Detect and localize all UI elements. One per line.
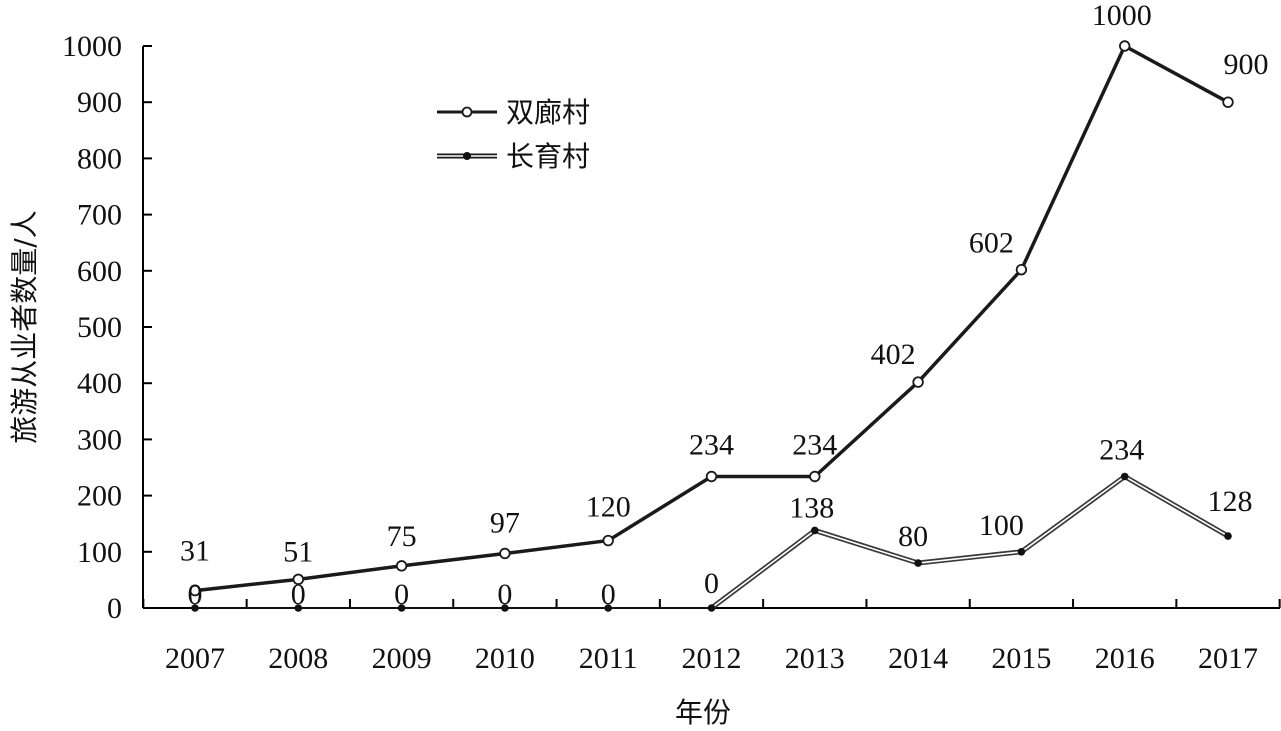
data-label-changyu: 0 [704, 567, 719, 600]
x-axis-title: 年份 [675, 696, 731, 729]
data-label-shuanglang: 31 [180, 535, 210, 568]
data-label-changyu: 0 [188, 578, 203, 611]
y-axis-title: 旅游从业者数量/人 [8, 210, 41, 443]
x-tick-label: 2015 [991, 642, 1051, 675]
y-tick-label: 0 [107, 592, 122, 625]
legend: 双廊村 长育村 [437, 96, 590, 173]
legend-open-circle-marker [461, 106, 473, 118]
legend-label: 双廊村 [506, 96, 590, 129]
series-layer [189, 40, 1234, 612]
x-tick-label: 2008 [268, 642, 328, 675]
series-line-changyu-inner [711, 475, 1229, 609]
series-point-changyu [1017, 548, 1026, 556]
data-label-shuanglang: 900 [1224, 48, 1269, 81]
series-point-shuanglang [809, 470, 821, 483]
data-label-shuanglang: 1000 [1092, 0, 1152, 32]
y-tick-label: 1000 [62, 30, 122, 63]
x-tick-label: 2016 [1095, 642, 1155, 675]
x-tick-label: 2012 [682, 642, 742, 675]
legend-item-shuanglang: 双廊村 [437, 96, 590, 129]
series-point-changyu [1120, 472, 1129, 481]
data-label-shuanglang: 602 [969, 227, 1014, 260]
data-label-shuanglang: 234 [792, 428, 837, 461]
data-label-changyu: 128 [1208, 485, 1253, 518]
legend-item-changyu: 长育村 [437, 140, 590, 173]
data-label-shuanglang: 234 [689, 428, 734, 461]
x-ticks: 2007 2008 2009 2010 2011 2012 2013 2014 2015 2016… [142, 599, 1281, 675]
data-label-shuanglang: 51 [283, 535, 313, 568]
series-point-shuanglang [1118, 40, 1131, 52]
x-tick-label: 2011 [579, 642, 638, 675]
series-point-changyu [914, 559, 922, 567]
y-tick-label: 100 [77, 536, 122, 569]
x-tick-label: 2010 [475, 642, 535, 675]
legend-filled-circle-marker [463, 152, 471, 160]
series-point-changyu [811, 526, 819, 535]
data-label-changyu: 0 [394, 578, 409, 611]
data-label-changyu: 234 [1099, 433, 1144, 466]
data-labels: 31 51 75 97 120 234 234 402 602 1000 900 0 0 0 0 0 0 138 8… [180, 0, 1269, 611]
y-tick-label: 300 [77, 423, 122, 456]
data-label-shuanglang: 75 [387, 520, 417, 553]
series-point-changyu [604, 604, 612, 612]
y-ticks: 0 100 200 300 400 500 600 700 800 900 1000 [62, 30, 152, 625]
x-tick-label: 2007 [165, 642, 225, 675]
x-tick-label: 2017 [1198, 642, 1258, 675]
series-point-shuanglang [1015, 263, 1028, 276]
series-point-shuanglang [602, 534, 614, 547]
data-label-changyu: 0 [291, 578, 306, 611]
series-point-changyu [191, 604, 199, 612]
series-point-changyu [707, 604, 716, 612]
series-point-changyu [501, 604, 509, 612]
y-tick-label: 600 [77, 255, 122, 288]
legend-label: 长育村 [506, 140, 590, 173]
series-point-changyu [1224, 532, 1232, 540]
series-point-shuanglang [189, 584, 201, 597]
x-tick-label: 2013 [785, 642, 845, 675]
data-label-changyu: 138 [789, 491, 834, 524]
data-label-shuanglang: 402 [871, 338, 916, 371]
data-label-shuanglang: 97 [490, 506, 520, 539]
series-line-shuanglang [194, 44, 1229, 593]
y-tick-label: 900 [77, 86, 122, 119]
data-label-changyu: 0 [601, 578, 616, 611]
data-label-changyu: 0 [497, 578, 512, 611]
data-label-changyu: 100 [979, 509, 1024, 542]
y-tick-label: 800 [77, 142, 122, 175]
y-tick-label: 700 [77, 199, 122, 232]
axes [142, 46, 1280, 609]
x-tick-label: 2014 [888, 642, 948, 675]
y-tick-label: 200 [77, 480, 122, 513]
series-point-shuanglang [912, 376, 924, 388]
y-tick-label: 400 [77, 367, 122, 400]
series-point-shuanglang [292, 573, 305, 586]
data-label-changyu: 80 [898, 520, 928, 553]
series-point-shuanglang [1222, 96, 1234, 108]
data-label-shuanglang: 120 [586, 491, 631, 524]
series-point-shuanglang [395, 560, 408, 572]
series-point-shuanglang [499, 547, 511, 560]
y-tick-label: 500 [77, 311, 122, 344]
series-point-shuanglang [705, 470, 718, 483]
series-point-changyu [294, 604, 303, 612]
series-point-changyu [397, 604, 406, 612]
x-tick-label: 2009 [372, 642, 432, 675]
